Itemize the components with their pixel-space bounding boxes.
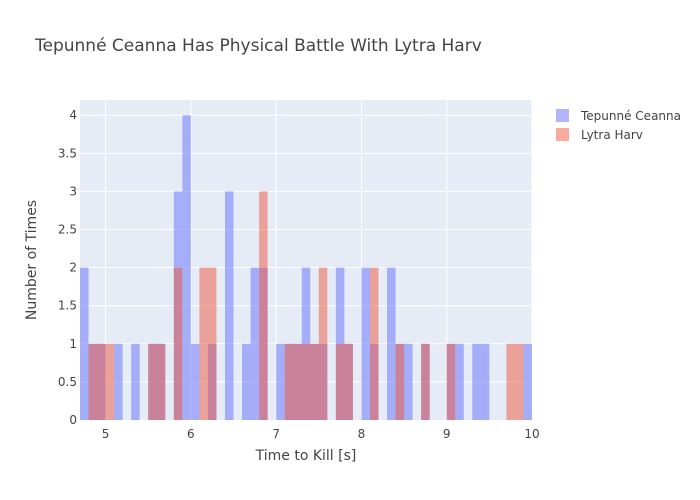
histogram-bar[interactable]: [114, 343, 123, 420]
legend-item[interactable]: Tepunné Ceanna: [556, 109, 681, 123]
legend-swatch: [556, 128, 569, 141]
histogram-bar[interactable]: [284, 343, 294, 420]
histogram-bar[interactable]: [293, 343, 302, 420]
histogram-bar[interactable]: [369, 267, 379, 420]
y-tick-label: 1: [69, 337, 77, 351]
legend-swatch: [556, 109, 569, 122]
x-tick-label: 6: [187, 427, 195, 441]
histogram-bar[interactable]: [395, 343, 405, 420]
x-tick-label: 5: [102, 427, 110, 441]
histogram-bar[interactable]: [506, 343, 515, 420]
histogram-bar[interactable]: [361, 267, 370, 420]
y-tick-label: 3: [69, 184, 77, 198]
histogram-bar[interactable]: [173, 267, 183, 420]
histogram-bar[interactable]: [446, 343, 456, 420]
y-tick-label: 0: [69, 413, 77, 427]
y-tick-label: 1.5: [58, 299, 77, 313]
histogram-bar[interactable]: [182, 115, 191, 420]
x-axis-title: Time to Kill [s]: [255, 448, 357, 464]
histogram-bar[interactable]: [421, 343, 430, 420]
histogram-bar[interactable]: [242, 343, 251, 420]
histogram-bar[interactable]: [404, 343, 413, 420]
series-lytra-harv: [88, 191, 524, 420]
x-axis-ticks: 5 6 7 8 9 10: [102, 427, 540, 441]
histogram-bar[interactable]: [523, 343, 532, 420]
histogram-bar[interactable]: [250, 267, 260, 420]
histogram-bar[interactable]: [259, 191, 268, 420]
histogram-bar[interactable]: [148, 343, 157, 420]
histogram-bar[interactable]: [80, 267, 89, 420]
x-tick-label: 8: [358, 427, 366, 441]
histogram-bar[interactable]: [199, 267, 208, 420]
x-tick-label: 9: [443, 427, 451, 441]
histogram-bar[interactable]: [207, 267, 217, 420]
histogram-bar[interactable]: [224, 191, 234, 420]
histogram-bar[interactable]: [318, 267, 328, 420]
histogram-bars: [80, 115, 532, 420]
histogram-bar[interactable]: [387, 267, 396, 420]
histogram-bar[interactable]: [344, 343, 353, 420]
histogram-bar[interactable]: [310, 343, 319, 420]
histogram-bar[interactable]: [88, 343, 98, 420]
y-tick-label: 2: [69, 261, 77, 275]
histogram-bar[interactable]: [276, 343, 285, 420]
y-axis-ticks: 0 0.5 1 1.5 2 2.5 3 3.5 4: [58, 108, 77, 427]
legend[interactable]: Tepunné Ceanna Lytra Harv: [556, 109, 681, 142]
x-tick-label: 10: [524, 427, 539, 441]
legend-item[interactable]: Lytra Harv: [556, 128, 643, 142]
legend-label: Tepunné Ceanna: [580, 109, 681, 123]
y-tick-label: 4: [69, 108, 77, 122]
histogram-bar[interactable]: [335, 343, 345, 420]
x-tick-label: 7: [272, 427, 280, 441]
legend-label: Lytra Harv: [581, 128, 643, 142]
histogram-bar[interactable]: [105, 343, 115, 420]
histogram-bar[interactable]: [480, 343, 490, 420]
histogram-bar[interactable]: [301, 343, 311, 420]
histogram-bar[interactable]: [97, 343, 106, 420]
y-tick-label: 2.5: [58, 223, 77, 237]
histogram-bar[interactable]: [190, 343, 200, 420]
histogram-bar[interactable]: [514, 343, 524, 420]
y-tick-label: 0.5: [58, 375, 77, 389]
histogram-bar[interactable]: [455, 343, 464, 420]
y-tick-label: 3.5: [58, 146, 77, 160]
chart-title: Tepunné Ceanna Has Physical Battle With …: [34, 36, 482, 56]
y-axis-title: Number of Times: [24, 200, 40, 320]
histogram-bar[interactable]: [156, 343, 166, 420]
histogram-bar[interactable]: [472, 343, 481, 420]
histogram-bar[interactable]: [131, 343, 140, 420]
